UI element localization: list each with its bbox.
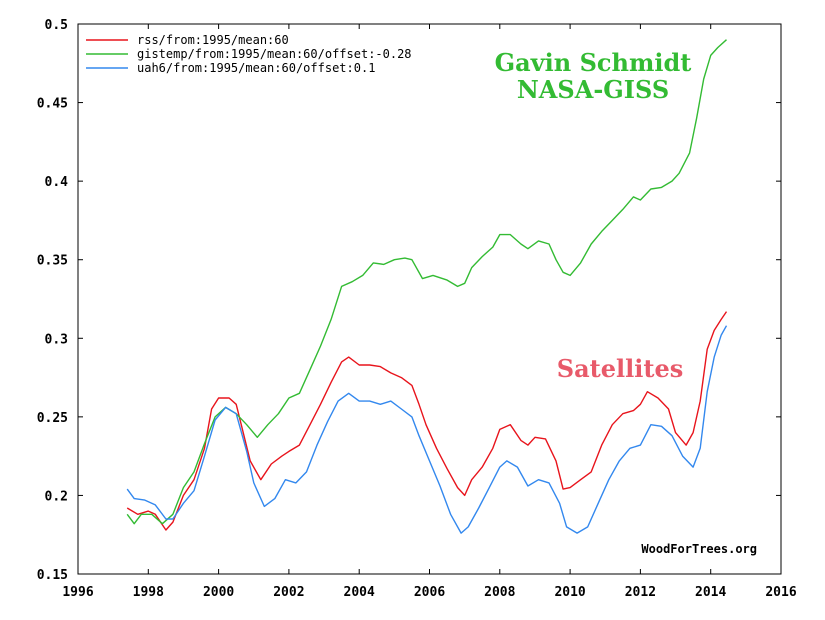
- annotation-nasa-giss: NASA-GISS: [517, 75, 669, 104]
- y-axis: 0.15 0.2 0.25 0.3 0.35 0.4 0.45 0.5: [37, 18, 781, 583]
- x-tick-label: 1998: [133, 585, 164, 600]
- x-tick-label: 1996: [62, 585, 93, 600]
- x-tick-label: 2004: [344, 585, 375, 600]
- series-lines: [126, 39, 728, 534]
- y-tick-label: 0.15: [37, 568, 68, 583]
- legend-label: uah6/from:1995/mean:60/offset:0.1: [137, 61, 375, 75]
- x-tick-label: 2006: [414, 585, 445, 600]
- x-tick-label: 2002: [273, 585, 304, 600]
- x-tick-label: 2012: [625, 585, 656, 600]
- x-tick-label: 2010: [554, 585, 585, 600]
- x-axis: 1996 1998 2000 2002 2004 2006 2008 2010 2012 2014…: [62, 24, 797, 600]
- annotation-satellites: Satellites: [557, 354, 683, 383]
- x-tick-label: 2008: [484, 585, 515, 600]
- y-tick-label: 0.35: [37, 254, 68, 269]
- annotation-gavin-schmidt: Gavin Schmidt: [495, 48, 692, 77]
- y-tick-label: 0.25: [37, 411, 68, 426]
- y-tick-label: 0.2: [45, 489, 68, 504]
- x-tick-label: 2014: [695, 585, 726, 600]
- y-tick-label: 0.3: [45, 332, 68, 347]
- legend-label: gistemp/from:1995/mean:60/offset:-0.28: [137, 47, 412, 61]
- legend: rss/from:1995/mean:60gistemp/from:1995/m…: [86, 33, 412, 75]
- series-line-3: [126, 325, 728, 534]
- watermark: WoodForTrees.org: [641, 542, 757, 556]
- y-tick-label: 0.45: [37, 97, 68, 112]
- y-tick-label: 0.5: [45, 18, 68, 33]
- x-tick-label: 2016: [765, 585, 796, 600]
- plot-area: [77, 23, 782, 575]
- series-line-1: [126, 311, 728, 531]
- x-tick-label: 2000: [203, 585, 234, 600]
- y-tick-label: 0.4: [45, 175, 69, 190]
- legend-label: rss/from:1995/mean:60: [137, 33, 289, 47]
